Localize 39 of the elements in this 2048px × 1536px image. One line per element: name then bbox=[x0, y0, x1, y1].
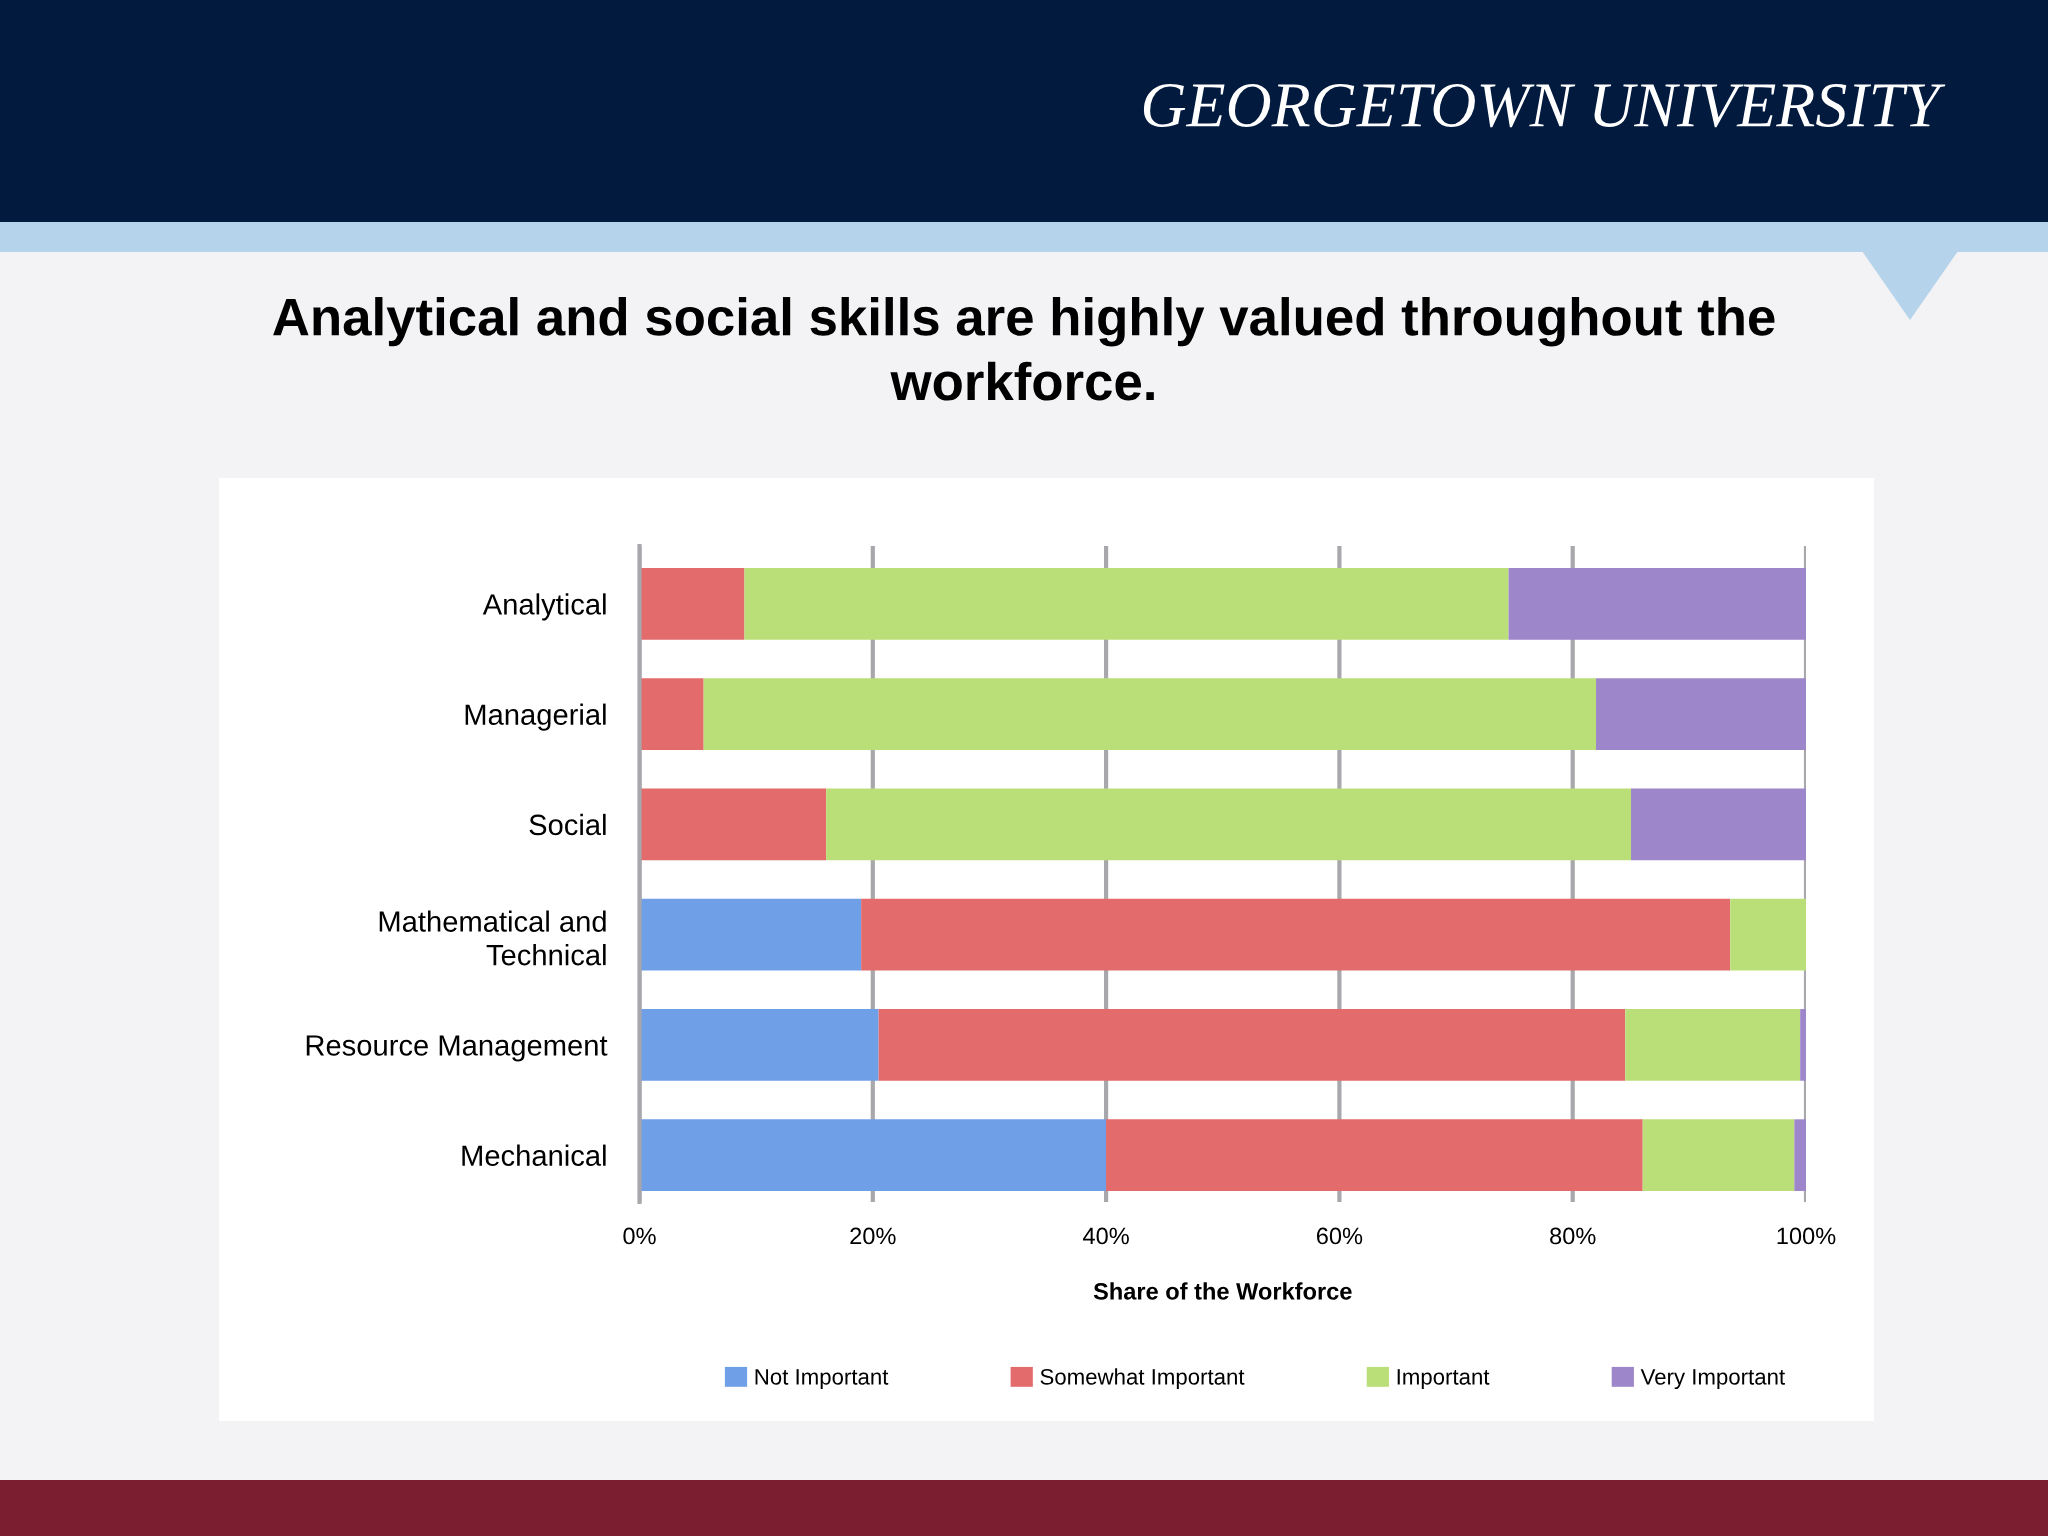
bar bbox=[861, 898, 1731, 971]
bar bbox=[639, 1009, 879, 1081]
x-tick-label: 100% bbox=[1777, 1227, 1836, 1245]
legend-label: Not Important bbox=[755, 1369, 889, 1390]
x-axis-title: Share of the Workforce bbox=[1093, 1282, 1352, 1300]
legend-label: Somewhat Important bbox=[1040, 1368, 1245, 1390]
bar bbox=[1508, 568, 1806, 640]
x-tick-label: 60% bbox=[1316, 1227, 1363, 1245]
y-tick-label: Social bbox=[529, 813, 606, 836]
bar bbox=[1106, 1119, 1643, 1191]
bar bbox=[639, 678, 704, 750]
y-tick-label: Mathematical and Technical bbox=[379, 910, 606, 966]
bar bbox=[1794, 1119, 1806, 1191]
x-tick-label: 40% bbox=[1083, 1227, 1129, 1245]
legend-label: Important bbox=[1397, 1369, 1490, 1390]
y-tick-label: Resource Management bbox=[306, 1035, 608, 1062]
bar bbox=[826, 788, 1632, 861]
legend-label: Very Important bbox=[1640, 1369, 1785, 1390]
text: GEORGETOWN UNIVERSITY bbox=[1143, 84, 1946, 128]
y-tick-label: Managerial bbox=[465, 703, 606, 731]
x-tick-label: 80% bbox=[1550, 1227, 1596, 1245]
bar bbox=[639, 1119, 1107, 1191]
x-tick-label: 20% bbox=[850, 1227, 896, 1245]
bar bbox=[639, 788, 827, 861]
bar bbox=[639, 898, 862, 971]
bar bbox=[1625, 1009, 1801, 1081]
bar bbox=[1800, 1009, 1806, 1081]
y-tick-label: Mechanical bbox=[462, 1144, 606, 1166]
bar bbox=[1631, 788, 1806, 861]
bar bbox=[878, 1009, 1626, 1081]
bar bbox=[1642, 1119, 1795, 1191]
bar bbox=[639, 568, 745, 640]
bar bbox=[703, 678, 1597, 750]
x-tick-label: 0% bbox=[623, 1227, 656, 1245]
bar bbox=[1596, 678, 1806, 750]
chart-title: Analytical and social skills are highly valued throughout the workforce. bbox=[273, 297, 1775, 401]
bar bbox=[1730, 898, 1806, 971]
y-tick-label: Analytical bbox=[482, 593, 606, 621]
bar bbox=[744, 568, 1509, 640]
